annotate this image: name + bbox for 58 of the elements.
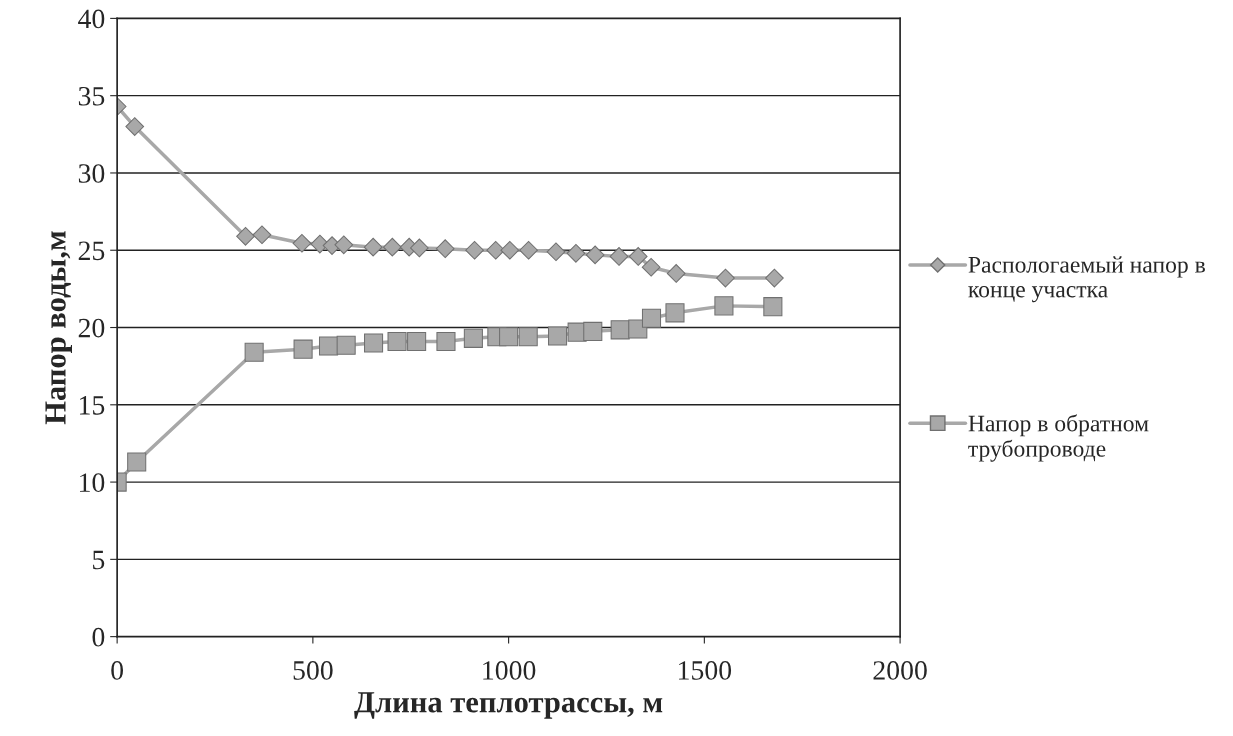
point bbox=[566, 243, 586, 263]
point bbox=[765, 268, 784, 288]
y-tick-label: 5 bbox=[93, 550, 105, 570]
y-tick-label: 0 bbox=[92, 627, 105, 647]
point bbox=[125, 117, 145, 136]
point bbox=[465, 240, 484, 260]
x-tick-label: 1000 bbox=[483, 661, 536, 680]
point bbox=[641, 257, 661, 277]
point bbox=[500, 240, 520, 260]
point bbox=[716, 268, 735, 288]
point bbox=[292, 233, 312, 253]
point bbox=[486, 240, 506, 260]
point bbox=[435, 239, 455, 259]
legend-label: Напор в обратном трубопроводе bbox=[968, 414, 1149, 462]
x-tick-label: 0 bbox=[111, 661, 124, 680]
point bbox=[127, 452, 147, 472]
point bbox=[363, 237, 383, 257]
point bbox=[546, 242, 566, 262]
y-tick-label: 30 bbox=[78, 164, 105, 183]
legend-label: Распологаемый напор в конце участка bbox=[968, 256, 1205, 303]
point bbox=[666, 264, 686, 283]
point bbox=[548, 326, 568, 346]
point bbox=[382, 237, 402, 257]
y-tick-label: 35 bbox=[78, 86, 105, 106]
point bbox=[714, 296, 734, 316]
point bbox=[585, 245, 605, 265]
y-tick-label: 25 bbox=[78, 241, 105, 261]
point bbox=[641, 308, 662, 328]
point bbox=[628, 247, 648, 266]
y-axis-title: Напор воды,м bbox=[45, 231, 72, 425]
point bbox=[293, 339, 313, 359]
point bbox=[763, 297, 783, 317]
point bbox=[410, 238, 429, 258]
x-axis-title: Длина теплотрассы, м bbox=[354, 692, 663, 719]
y-tick-label: 10 bbox=[80, 473, 105, 492]
point bbox=[252, 225, 272, 245]
x-tick-label: 500 bbox=[293, 661, 333, 680]
point bbox=[334, 235, 354, 255]
point bbox=[583, 321, 603, 341]
x-tick-label: 2000 bbox=[873, 661, 927, 680]
point bbox=[364, 333, 384, 353]
point bbox=[463, 328, 483, 348]
x-tick-label: 1500 bbox=[679, 661, 732, 680]
point bbox=[499, 327, 519, 347]
point bbox=[407, 331, 427, 351]
point bbox=[336, 335, 356, 355]
point bbox=[236, 226, 255, 246]
y-tick-label: 40 bbox=[78, 9, 105, 29]
y-tick-label: 20 bbox=[78, 318, 105, 338]
point bbox=[518, 327, 538, 347]
point bbox=[436, 331, 456, 351]
point bbox=[244, 342, 264, 362]
y-tick-label: 15 bbox=[80, 396, 105, 415]
point bbox=[387, 331, 407, 351]
point bbox=[609, 247, 629, 266]
point bbox=[318, 336, 339, 356]
point bbox=[519, 240, 538, 260]
point bbox=[665, 303, 685, 323]
